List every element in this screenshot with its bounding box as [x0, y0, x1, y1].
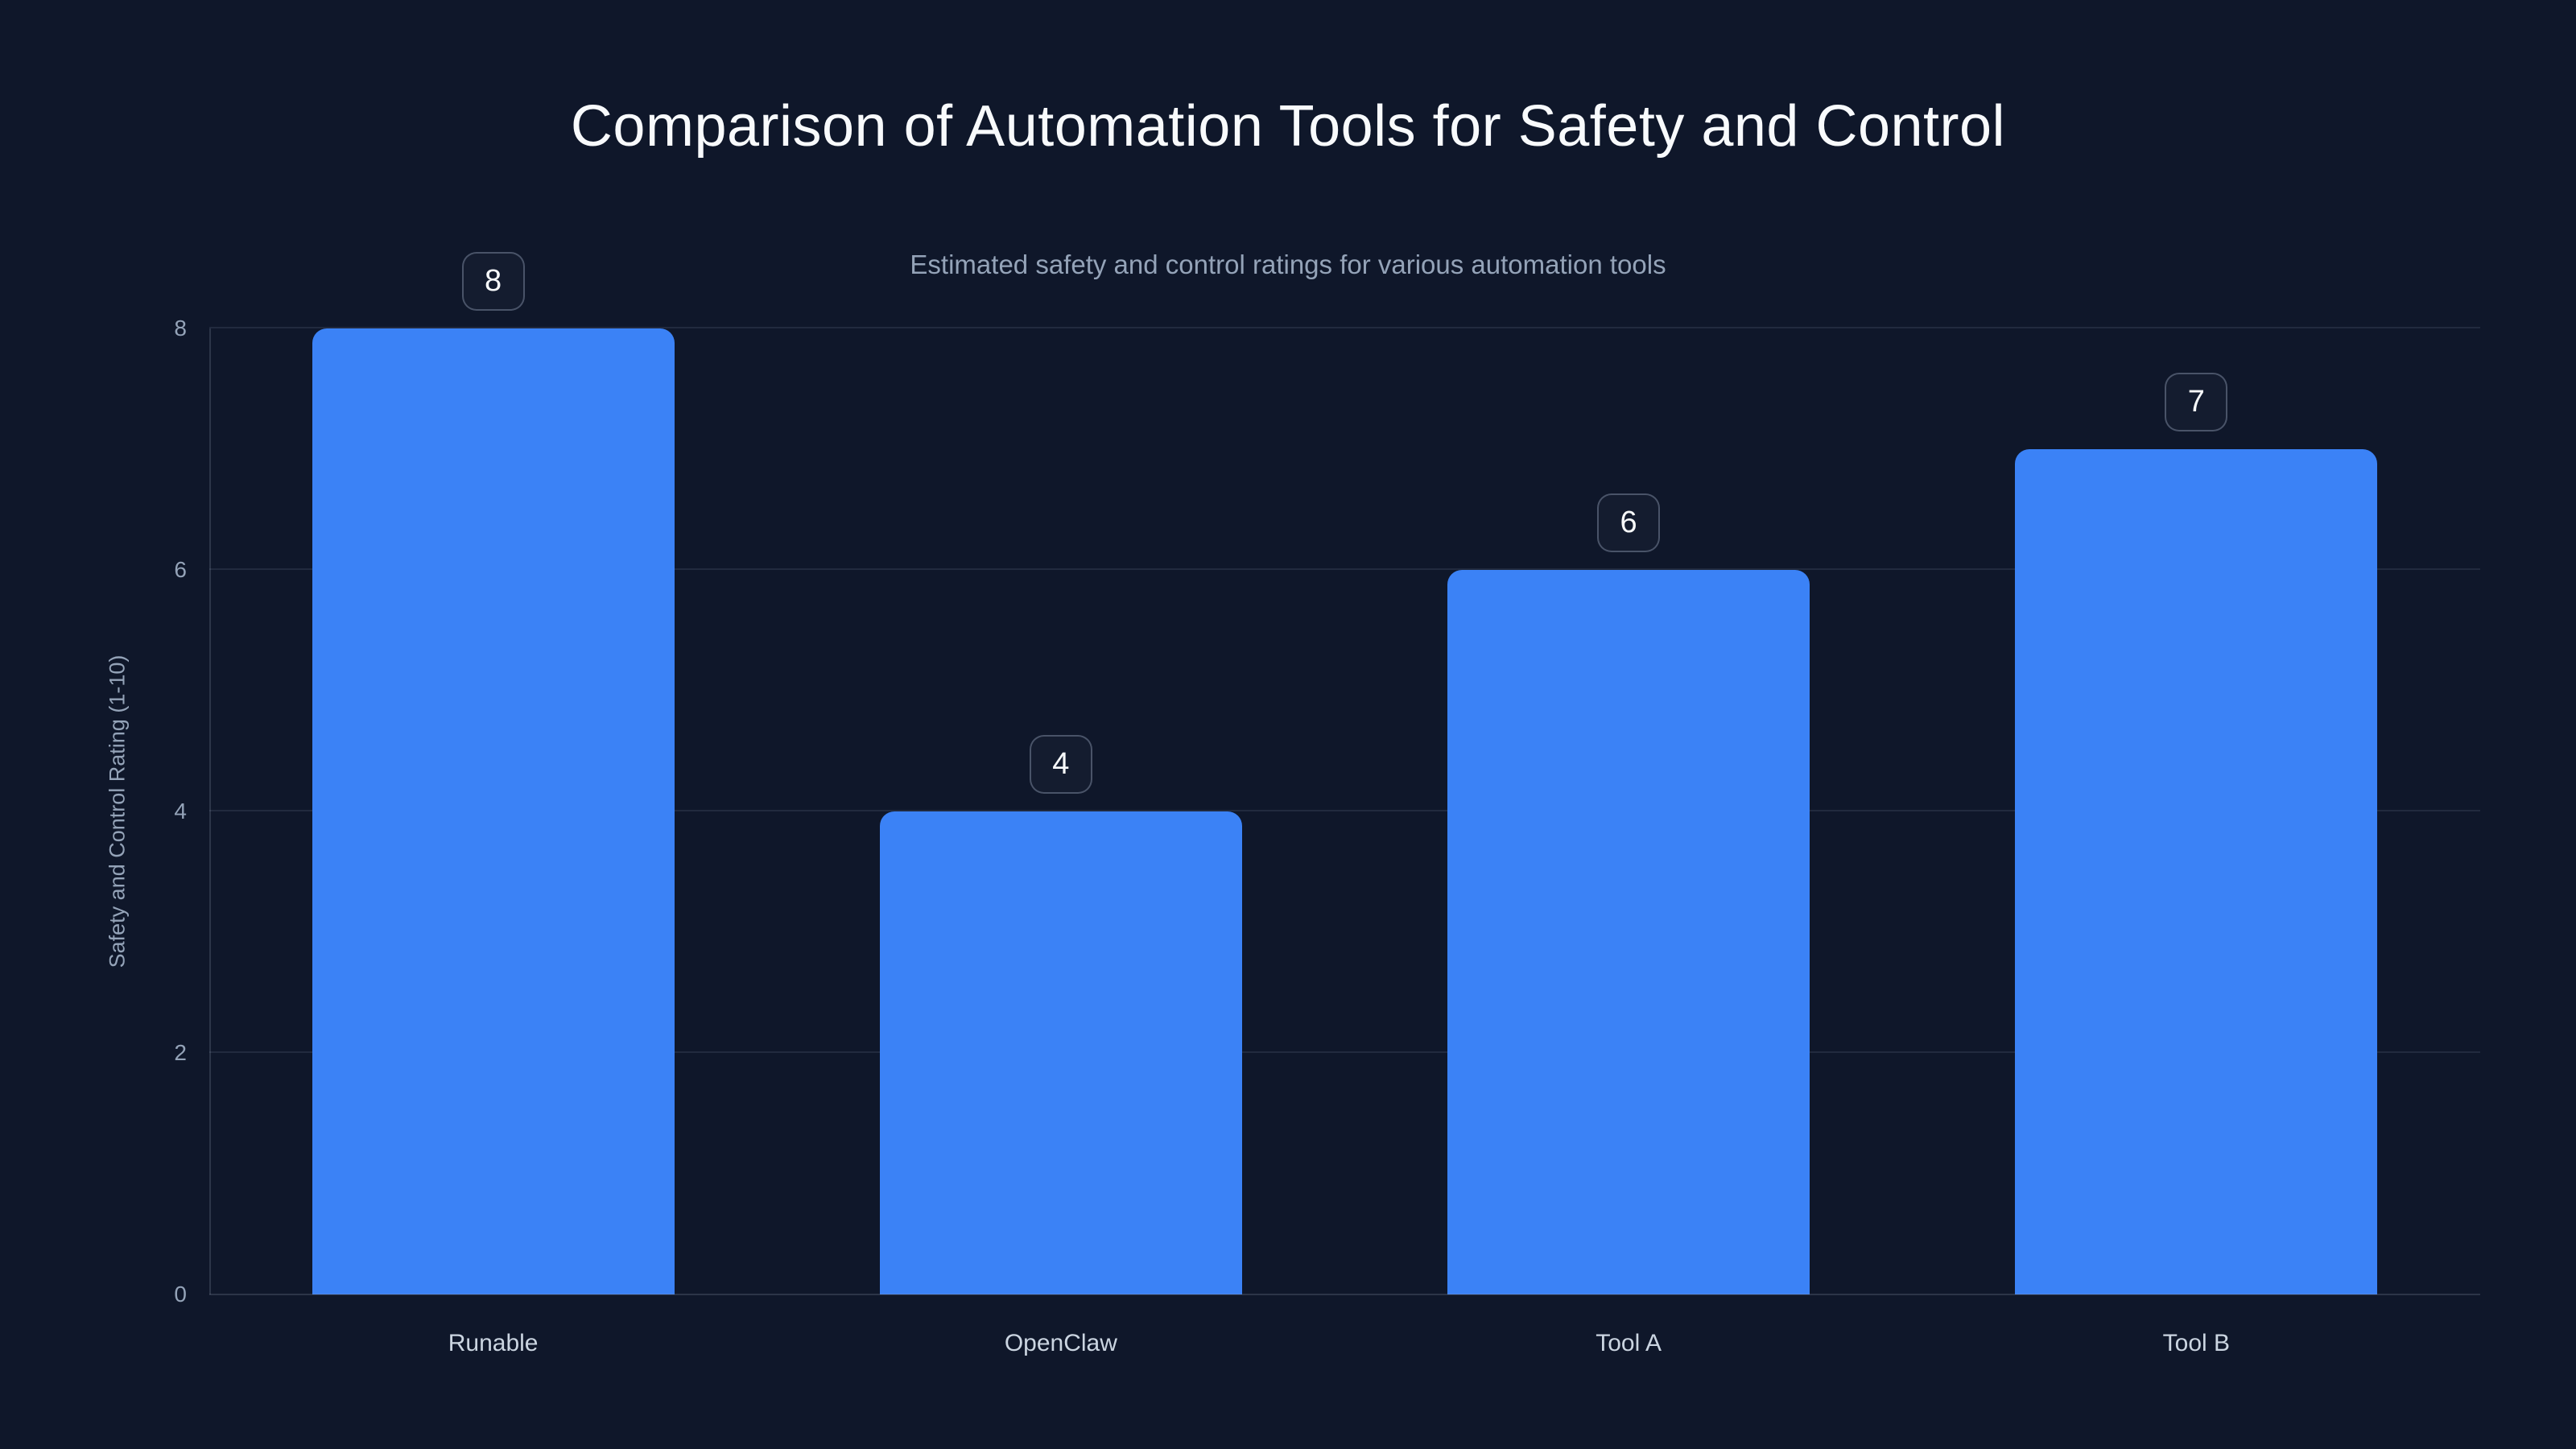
- value-badge-openclaw: 4: [1029, 735, 1092, 794]
- chart-title: Comparison of Automation Tools for Safet…: [570, 94, 2006, 159]
- y-tick-label-6: 6: [174, 557, 187, 582]
- value-badge-tool-b: 7: [2165, 373, 2228, 431]
- bar-tool-b[interactable]: [2015, 449, 2378, 1294]
- y-tick-label-4: 4: [174, 799, 187, 824]
- y-axis-line: [209, 328, 211, 1294]
- x-axis-label-runable: Runable: [448, 1330, 539, 1356]
- y-tick-label-0: 0: [174, 1282, 187, 1307]
- chart-subtitle: Estimated safety and control ratings for…: [910, 250, 1666, 279]
- x-axis-label-tool-b: Tool B: [2162, 1330, 2231, 1356]
- bar-openclaw[interactable]: [879, 811, 1242, 1294]
- x-axis-line: [209, 1294, 2480, 1295]
- gridline-8: [209, 327, 2480, 328]
- value-badge-tool-a: 6: [1597, 493, 1661, 552]
- plot-area: 0 2 4 6 8 8 4 6 7 Runable OpenClaw Tool A Tool B: [174, 252, 2480, 1356]
- gridline-6: [209, 568, 2480, 570]
- x-axis-label-openclaw: OpenClaw: [1004, 1330, 1117, 1356]
- gridline-4: [209, 810, 2480, 811]
- y-tick-label-2: 2: [174, 1040, 187, 1065]
- y-tick-label-8: 8: [174, 316, 187, 341]
- value-badge-runable: 8: [461, 252, 525, 311]
- x-axis-label-tool-a: Tool A: [1596, 1330, 1662, 1356]
- gridline-2: [209, 1051, 2480, 1053]
- bar-tool-a[interactable]: [1447, 570, 1810, 1294]
- bar-runable[interactable]: [312, 328, 675, 1294]
